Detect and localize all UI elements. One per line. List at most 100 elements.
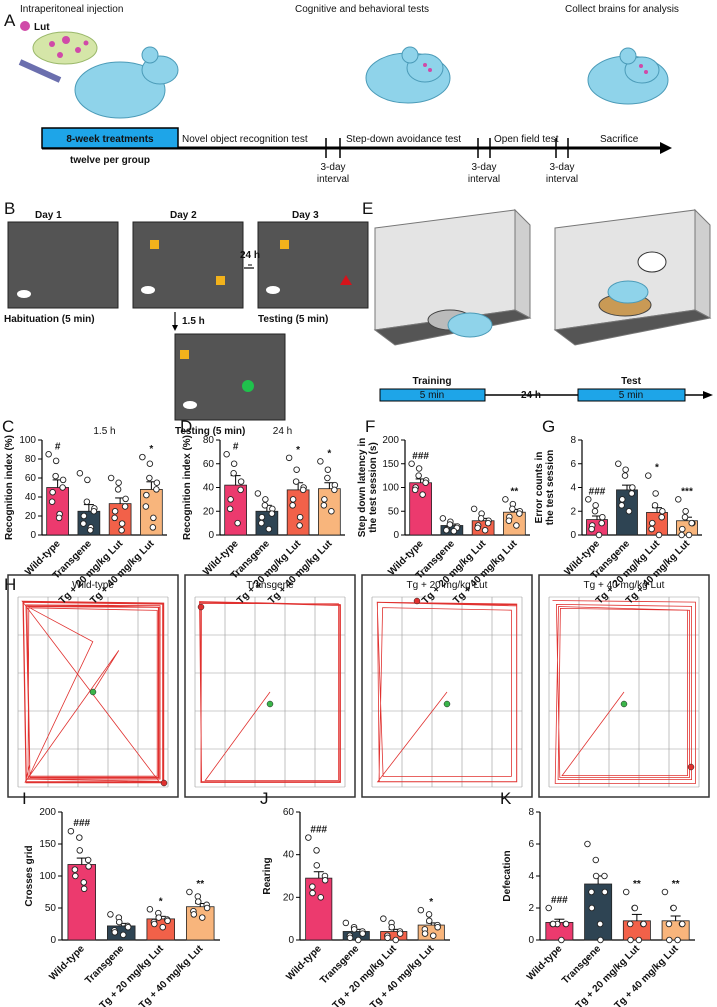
y-axis-label-line: Crosses grid <box>24 845 35 906</box>
y-axis-label: Recognition index (%) <box>4 435 15 540</box>
data-point <box>234 519 241 527</box>
data-point <box>627 936 634 944</box>
data-point <box>430 932 437 939</box>
data-point <box>48 498 56 506</box>
data-point <box>292 478 300 485</box>
panel-label: J <box>260 789 269 808</box>
data-point <box>80 520 87 527</box>
data-point <box>618 502 625 509</box>
y-tick-label: 20 <box>203 506 215 517</box>
data-point <box>592 856 600 864</box>
chamber <box>373 208 712 346</box>
y-tick-label: 6 <box>528 839 534 850</box>
data-point <box>682 508 689 515</box>
data-point <box>665 920 673 928</box>
interval-label: 3-day <box>549 162 574 173</box>
y-tick-label: 0 <box>50 935 56 946</box>
end-point <box>413 597 421 605</box>
data-point <box>421 930 429 937</box>
data-point <box>321 877 329 884</box>
data-point <box>635 936 643 944</box>
data-point <box>186 888 193 896</box>
data-point <box>384 934 391 942</box>
data-point <box>313 862 321 869</box>
panel-label: H <box>4 575 16 594</box>
y-axis-label: Defecation <box>502 850 513 901</box>
y-tick-label: 4 <box>570 483 576 494</box>
duration-label: 5 min <box>619 390 643 401</box>
y-tick-label: 6 <box>570 459 576 470</box>
data-point <box>645 472 652 479</box>
injection-label: Intraperitoneal injection <box>20 4 123 15</box>
x-tick-label: Tg + 40 mg/kg Lut <box>613 943 682 1007</box>
data-point <box>119 931 127 939</box>
panel-label: I <box>22 789 27 808</box>
data-point <box>359 930 366 937</box>
data-point <box>615 460 622 468</box>
data-point <box>648 525 655 533</box>
data-point <box>59 476 67 484</box>
y-tick-label: 80 <box>25 454 37 465</box>
y-tick-label: 2 <box>570 506 576 517</box>
delay-label: 24 h <box>521 390 541 401</box>
data-point <box>49 489 56 496</box>
y-tick-label: 0 <box>528 935 534 946</box>
data-point <box>289 502 296 509</box>
data-point <box>484 519 492 527</box>
maze-title: Tg + 20 mg/kg Lut <box>407 580 488 591</box>
data-point <box>659 508 666 515</box>
data-point <box>59 484 66 491</box>
chart-title: 1.5 h <box>93 426 115 437</box>
y-tick-label: 60 <box>25 473 37 484</box>
data-point <box>111 508 119 515</box>
y-axis-label-line: Recognition index (%) <box>4 435 15 540</box>
data-point <box>83 498 91 506</box>
interval-label: 3-day <box>320 162 345 173</box>
data-point <box>90 508 98 515</box>
data-point <box>396 930 404 937</box>
significance-label: * <box>429 897 433 908</box>
data-point <box>446 521 454 528</box>
data-point <box>45 451 52 458</box>
significance-label: # <box>55 441 61 452</box>
data-point <box>516 510 523 517</box>
significance-label: ### <box>589 486 606 497</box>
delay-label: 24 h <box>240 250 260 261</box>
data-point <box>285 454 293 462</box>
data-point <box>76 834 83 841</box>
object <box>150 240 289 359</box>
data-point <box>265 525 273 533</box>
y-tick-label: 8 <box>570 435 576 446</box>
data-point <box>679 525 686 533</box>
data-point <box>640 920 647 928</box>
collect-label: Collect brains for analysis <box>565 4 679 15</box>
y-tick-label: 40 <box>203 483 215 494</box>
data-point <box>67 827 75 835</box>
y-tick-label: 200 <box>382 435 399 446</box>
data-point <box>588 888 595 896</box>
data-point <box>679 920 686 928</box>
data-point <box>52 472 59 480</box>
start-point <box>443 700 451 708</box>
data-point <box>513 522 520 529</box>
y-axis-label-line: Rearing <box>262 857 273 894</box>
data-point <box>674 936 681 944</box>
data-point <box>592 872 600 880</box>
data-point <box>153 479 161 487</box>
stage-label: Novel object recognition test <box>182 134 308 145</box>
data-point <box>139 453 146 461</box>
phase-box <box>577 388 686 402</box>
data-point <box>305 834 312 841</box>
data-point <box>631 904 639 912</box>
data-point <box>296 522 303 529</box>
x-tick-label: Tg + 40 mg/kg Lut <box>368 943 437 1007</box>
phase-label: Test <box>621 376 641 387</box>
data-point <box>190 911 198 918</box>
data-point <box>72 872 79 880</box>
data-point <box>658 513 665 521</box>
data-point <box>124 923 132 931</box>
trajectory <box>376 601 518 783</box>
data-point <box>107 911 114 918</box>
phase-label: Training <box>413 376 452 387</box>
y-tick-label: 60 <box>283 807 295 818</box>
